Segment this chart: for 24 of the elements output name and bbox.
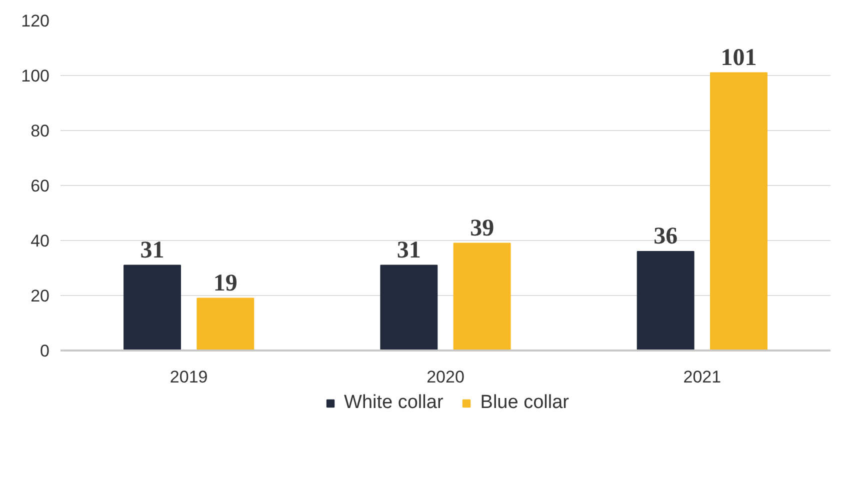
y-tick-label: 60 [30,176,50,196]
x-tick-label: 2019 [170,368,208,386]
y-tick-label: 100 [21,66,50,86]
bar [636,251,694,350]
x-tick-label: 2021 [683,368,722,386]
y-tick-label: 20 [30,286,50,306]
legend-label: White collar [344,392,444,414]
y-tick-label: 80 [30,122,50,140]
data-label: 31 [396,237,421,264]
bar [196,298,254,350]
legend-label: Blue collar [480,392,569,414]
data-label: 101 [720,44,757,71]
bar [380,264,438,350]
data-label: 19 [213,270,238,296]
bar [124,264,181,350]
y-tick-label: 0 [40,342,50,360]
y-tick-label: 40 [30,232,50,250]
data-label: 39 [470,215,494,242]
bar [710,72,768,350]
bar [453,242,511,350]
data-label: 36 [654,224,678,250]
data-label: 31 [140,237,164,264]
x-tick-label: 2020 [426,368,464,386]
y-tick-label: 120 [21,12,50,30]
